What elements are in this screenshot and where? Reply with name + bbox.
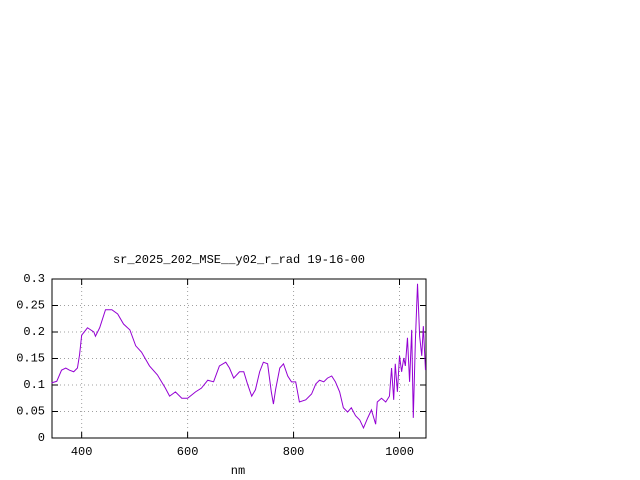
plot-border <box>51 278 427 439</box>
x-tick-label: 800 <box>283 445 305 459</box>
y-tick-label: 0.05 <box>16 405 45 419</box>
y-tick-label: 0.25 <box>16 299 45 313</box>
data-line <box>51 283 426 430</box>
x-axis-label: nm <box>231 464 245 478</box>
y-tick-label: 0.3 <box>23 272 45 286</box>
x-tick-label: 400 <box>71 445 93 459</box>
y-tick-label: 0.1 <box>23 378 45 392</box>
chart-title: sr_2025_202_MSE__y02_r_rad 19-16-00 <box>113 253 365 267</box>
x-tick-label: 1000 <box>385 445 414 459</box>
y-tick-label: 0.2 <box>23 325 45 339</box>
x-tick-label: 600 <box>177 445 199 459</box>
y-tick-label: 0.15 <box>16 352 45 366</box>
y-tick-label: 0 <box>38 431 45 445</box>
